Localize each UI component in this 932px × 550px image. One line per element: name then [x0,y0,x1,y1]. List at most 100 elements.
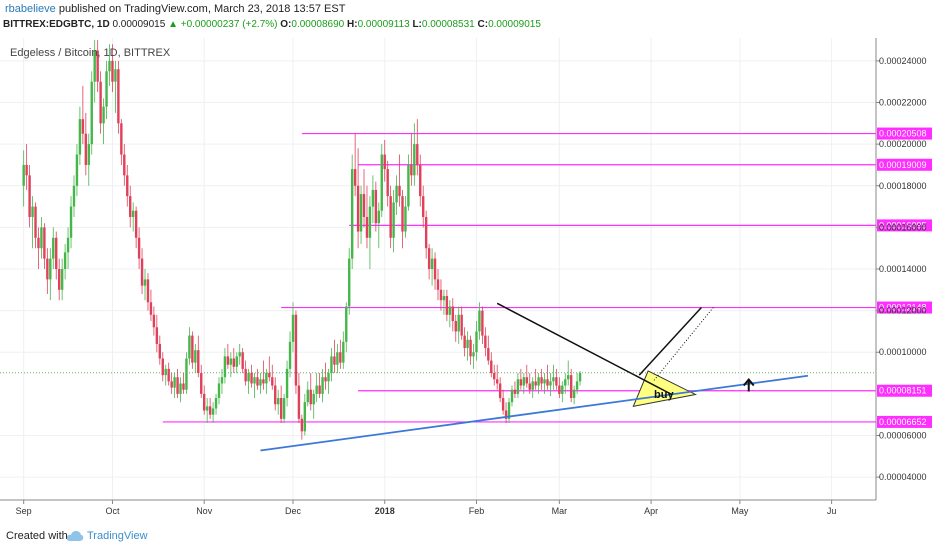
up-arrow-icon [742,377,755,392]
candle-body [321,377,324,394]
x-tick-label: 2018 [375,506,395,516]
breakout-projection-trendline [638,306,702,376]
candle-body [43,227,46,259]
x-tick-label: Dec [285,506,302,516]
candle-body [510,389,514,403]
candle-body [149,302,153,315]
candle-body [575,381,579,390]
y-tick-label: 0.00018000 [879,181,927,191]
candle-body [108,60,111,72]
price-level-label: 0.00012148 [879,303,927,313]
candle-body [312,393,315,405]
x-tick-label: Sep [16,506,32,516]
candle-body [96,50,99,82]
y-tick-label: 0.00020000 [879,139,927,149]
candle-body [430,258,434,269]
y-tick-label: 0.00006000 [879,430,927,440]
candle-body [528,383,531,390]
candle-body [439,289,443,301]
publish-line: rbabelieve published on TradingView.com,… [5,3,345,15]
x-tick-label: Feb [469,506,485,516]
time-axis[interactable]: Sep Oct Nov Dec 2018 Feb Mar Apr May Ju [0,499,876,516]
candle-body [131,210,135,217]
candle-body [472,352,475,357]
price-level-badge [877,127,932,140]
candle-body [463,335,466,349]
candle-body [87,144,90,165]
candle-body [69,206,73,238]
tradingview-cloud-icon [66,531,84,541]
candle-body [253,377,256,384]
author-link[interactable]: rbabelieve [5,3,56,15]
candle-body [211,408,215,415]
candle-body [493,373,496,380]
candle-body [93,50,96,82]
candle-body [205,406,209,411]
candle-body [353,169,357,186]
candle-body [407,164,410,207]
chart-title: Edgeless / Bitcoin, 1D, BITTREX [10,47,171,59]
candle-body [413,144,416,176]
candle-body [208,406,212,415]
candle-body [345,306,348,342]
candle-body [330,356,333,374]
candle-body [389,196,392,238]
price-axis[interactable]: 0.00024000 0.00022000 0.00020000 0.00018000… [875,38,927,500]
candle-body [182,383,185,390]
price-levels: 0.00020508 0.00019009 0.00016095 0.00012148… [162,127,932,428]
tradingview-brand[interactable]: TradingView [87,530,148,542]
candle-body [567,375,570,380]
candle-body [374,189,378,224]
candle-body [203,393,206,411]
candle-body [81,119,85,134]
chart-header: rbabelieve published on TradingView.com,… [0,0,932,38]
candle-body [342,341,345,363]
candle-body [309,389,312,405]
candle-body [333,356,336,365]
x-tick-label: Ju [827,506,837,516]
candle-body [555,377,558,386]
y-tick-label: 0.00014000 [879,264,927,274]
candle-body [60,269,64,290]
candle-body [534,381,537,386]
candle-body [37,237,40,249]
candle-body [297,385,301,419]
candle-body [522,377,526,386]
high-value: 0.00009113 [357,19,410,30]
candle-body [478,310,481,332]
candle-body [220,377,224,384]
low-label: L: [412,19,422,30]
candle-body [291,314,295,342]
candle-body [200,373,203,394]
candle-body [504,410,508,419]
candle-body [31,206,34,217]
buy-annotation: buy [654,389,674,401]
price-level-label: 0.00016095 [879,220,927,230]
price-chart[interactable]: 0.00020508 0.00019009 0.00016095 0.00012148… [0,38,932,524]
candle-body [268,373,271,378]
candle-body [546,379,549,386]
candle-body [194,350,197,363]
candle-body [300,418,304,432]
candle-body [558,385,561,394]
candle-body [188,335,191,359]
price-level-label: 0.00006652 [879,417,927,427]
candle-body [578,373,582,382]
candle-body [52,237,55,259]
candle-body [487,348,490,361]
candle-body [454,321,457,332]
candle-body [238,352,241,357]
candle-body [22,164,25,186]
price-level-badge [877,415,932,428]
candle-body [55,237,58,269]
candle-body [114,69,117,82]
candle-body [445,296,449,315]
candle-body [448,306,452,315]
candle-body [507,402,511,419]
low-value: 0.00008531 [421,19,475,30]
candle-body [442,296,446,301]
candle-body [365,216,369,238]
candle-body [569,375,573,399]
candle-body [117,69,120,124]
y-tick-label: 0.00004000 [879,472,927,482]
